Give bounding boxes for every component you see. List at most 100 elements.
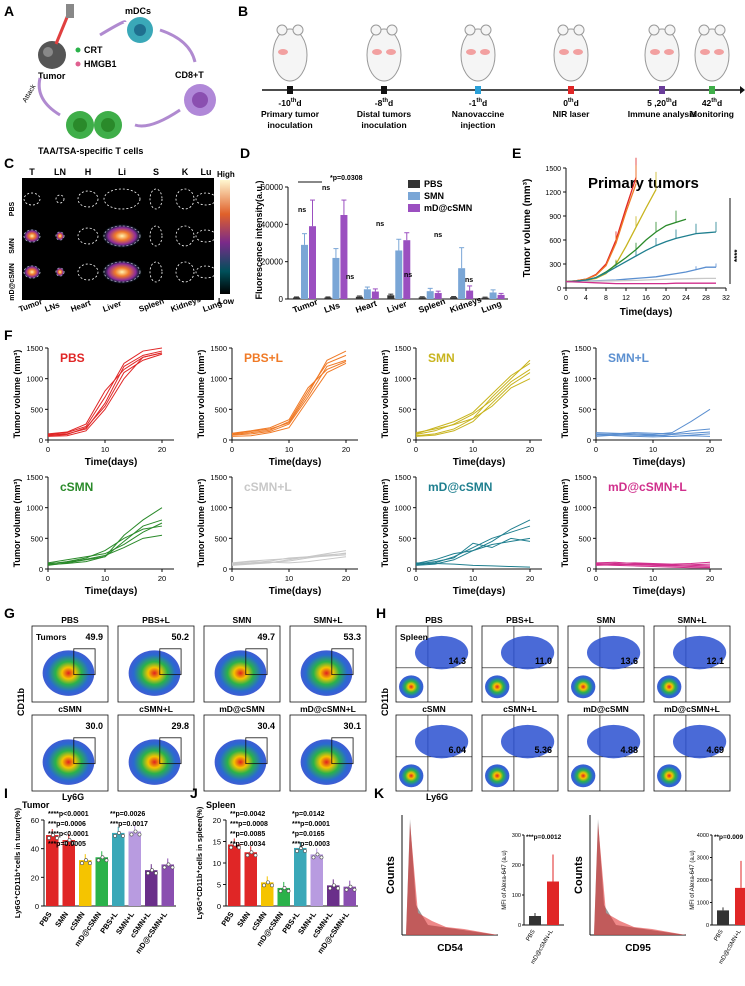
bar [489,292,497,299]
category-label: LNs [323,300,342,315]
cell-population [657,675,682,699]
chart-title: Spleen [206,800,236,810]
data-point [299,846,303,850]
mouse-ear-icon [370,24,382,36]
data-point [295,849,299,853]
data-point [96,858,101,863]
panel-a-letter: A [4,3,14,19]
organ-column-header: LN [54,167,66,177]
tumor-curve [415,369,531,435]
bar [529,916,541,925]
x-tick-label: 0 [230,445,234,454]
x-tick-label: 8 [604,295,608,302]
significance-label: ns [376,221,384,228]
x-axis-label: Time(days) [633,457,686,468]
y-axis-label: CD11b [16,687,26,716]
significance-label: ***p=0.0017 [110,821,148,828]
plot-group-label: cSMN+L [139,704,173,714]
panel-k-letter: K [374,785,384,801]
data-point [311,855,316,860]
tissue-label: Spleen [400,632,428,642]
event-label: Immune analysis [628,109,697,119]
mouse-ear-icon [480,24,492,36]
x-axis-label: Time(days) [453,586,506,597]
y-tick-label: 1000 [394,375,411,384]
tumor-site-icon [700,49,710,55]
plot-group-label: mD@cSMN+L [300,704,356,714]
mouse-icon [460,28,496,82]
x-tick-label: 20 [662,295,670,302]
y-axis-label: Tumor volume (mm³) [522,179,533,278]
cell-population [500,635,555,670]
organ-label: Lung [202,299,224,314]
fluorescence-signal [55,267,65,277]
tumor-curve [47,352,163,435]
tumor-curve [415,537,531,564]
mfi-histograms-and-bars: CD54 Counts 0 100 200 300 MFI of Alexa-647 (a.… [385,815,745,965]
x-axis-label: Time(days) [85,457,138,468]
tumor-curve [415,378,531,434]
gate-box [245,648,268,676]
cell-population [485,764,510,788]
y-tick-label: 500 [30,405,43,414]
panel-c-letter: C [4,155,14,171]
y-tick-label: 0 [35,902,39,911]
y-tick-label: 0 [223,436,227,445]
y-axis-label: Tumor volume (mm³) [380,350,390,439]
tumor-curve [231,354,347,435]
bar [95,857,108,906]
legend-swatch [408,204,420,212]
y-tick-label: 1500 [26,344,43,353]
organ-outline [195,192,217,206]
data-point [237,845,241,850]
group-row-labels: PBS SMN mD@cSMN [9,201,16,300]
data-point [286,889,291,893]
y-tick-label: 0 [223,565,227,574]
organ-images [23,188,217,284]
population-percentage: 53.3 [343,632,361,642]
tumor-site-icon [386,49,396,55]
organ-outline [195,229,217,243]
mouse-ear-icon [648,24,660,36]
mdcs-label: mDCs [125,6,151,16]
x-tick-label: 0 [414,445,418,454]
data-point [121,834,125,838]
cd8-nucleus [192,92,208,108]
tumor-curve [415,359,531,437]
x-axis-label: Time(days) [453,457,506,468]
category-label: PBS [37,910,53,928]
panel-k: K CD54 Counts 0 100 200 300 MFI of Alexa-647 (… [374,785,745,965]
bar [161,864,174,906]
cell-population [214,739,267,785]
gate-box [331,648,354,676]
panel-g-letter: G [4,605,15,621]
significance-label: ***p=0.0008 [230,821,268,828]
y-tick-label: 4000 [697,833,709,839]
panel-a: A Tumor CRT HMGB1 mDCs CD8+T Attack TAA/… [4,3,216,156]
cell-population [571,675,596,699]
tumor-curve [47,522,163,564]
bar [450,297,458,299]
y-tick-label: 0 [217,902,221,911]
hmgb1-dot [75,61,81,67]
data-point [315,852,320,857]
timeline-marker [659,86,665,94]
event-day-suffix: th [666,98,672,104]
y-tick-label: 20 [213,816,221,825]
tumor-site-icon [573,49,583,55]
group-title: SMN [428,351,455,365]
bar [145,870,158,906]
significance-label: **p=0.0085 [230,831,265,838]
population-percentage: 4.88 [620,745,638,755]
panel-e-letter: E [512,145,521,161]
significance-label: *p=0.0308 [330,175,363,182]
x-axis-label: Ly6G [62,792,84,802]
arrow-icon [99,20,127,37]
x-tick-label: 0 [46,574,50,583]
population-percentage: 4.69 [706,745,724,755]
gate-box [245,737,268,765]
